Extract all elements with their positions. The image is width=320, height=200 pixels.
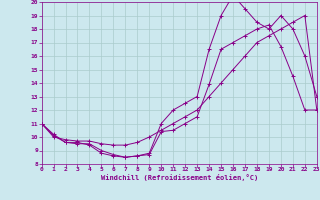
X-axis label: Windchill (Refroidissement éolien,°C): Windchill (Refroidissement éolien,°C): [100, 174, 258, 181]
